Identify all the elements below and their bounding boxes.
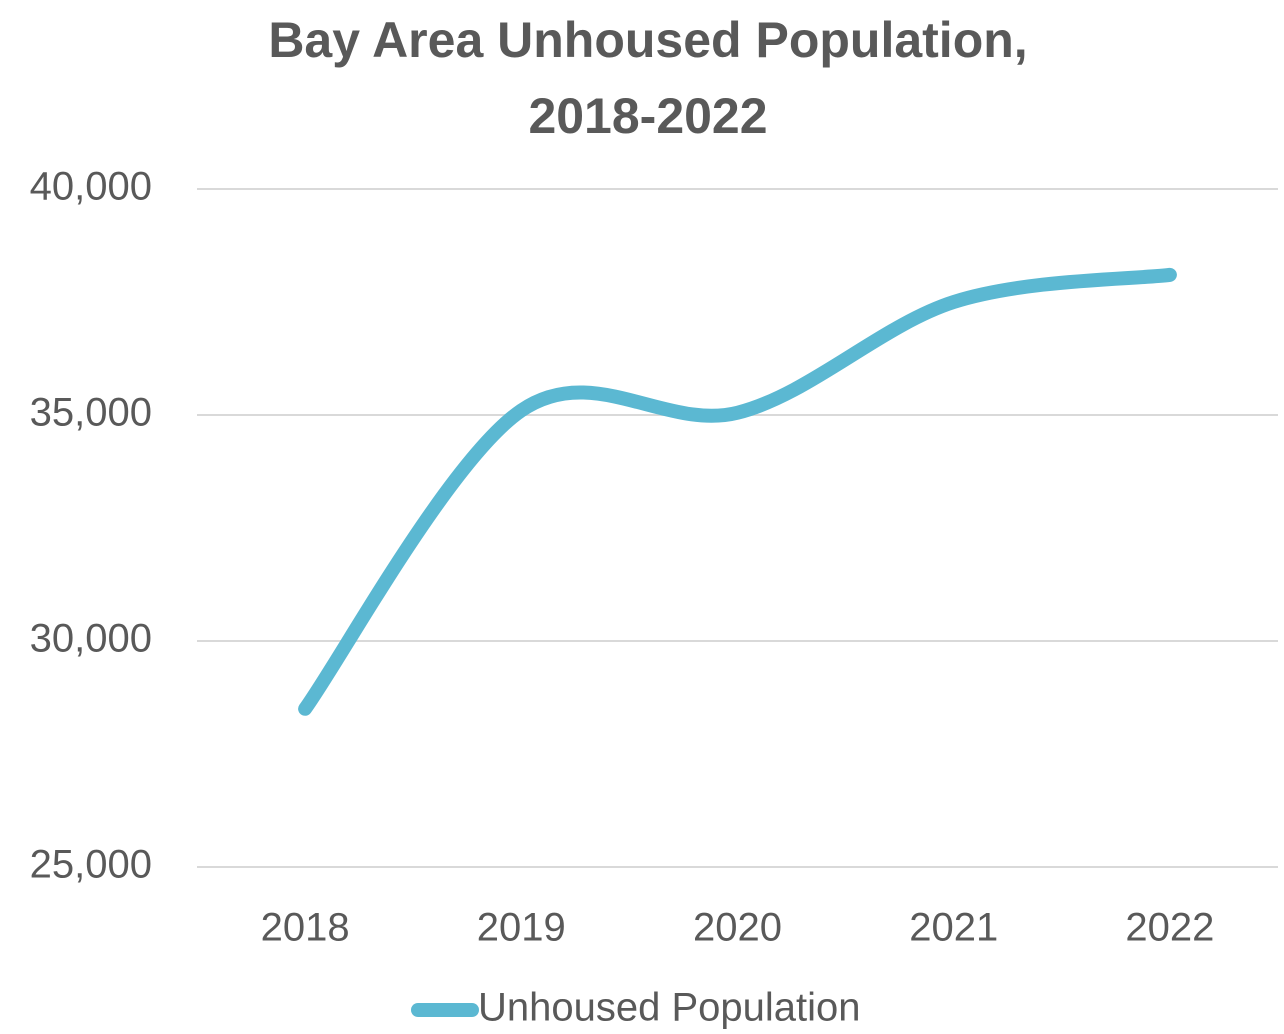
x-tick-label: 2020 [693, 906, 782, 950]
x-tick-label: 2019 [477, 906, 566, 950]
y-tick-label: 25,000 [30, 843, 152, 887]
y-tick-label: 30,000 [30, 617, 152, 661]
data-line [298, 267, 1177, 716]
x-tick-label: 2021 [909, 906, 998, 950]
legend-label: Unhoused Population [478, 986, 861, 1030]
x-tick-label: 2018 [261, 906, 350, 950]
chart-title: Bay Area Unhoused Population, 2018-2022 [268, 12, 1028, 144]
y-tick-label: 35,000 [30, 391, 152, 435]
y-tick-label: 40,000 [30, 165, 152, 209]
x-tick-label: 2022 [1125, 906, 1214, 950]
